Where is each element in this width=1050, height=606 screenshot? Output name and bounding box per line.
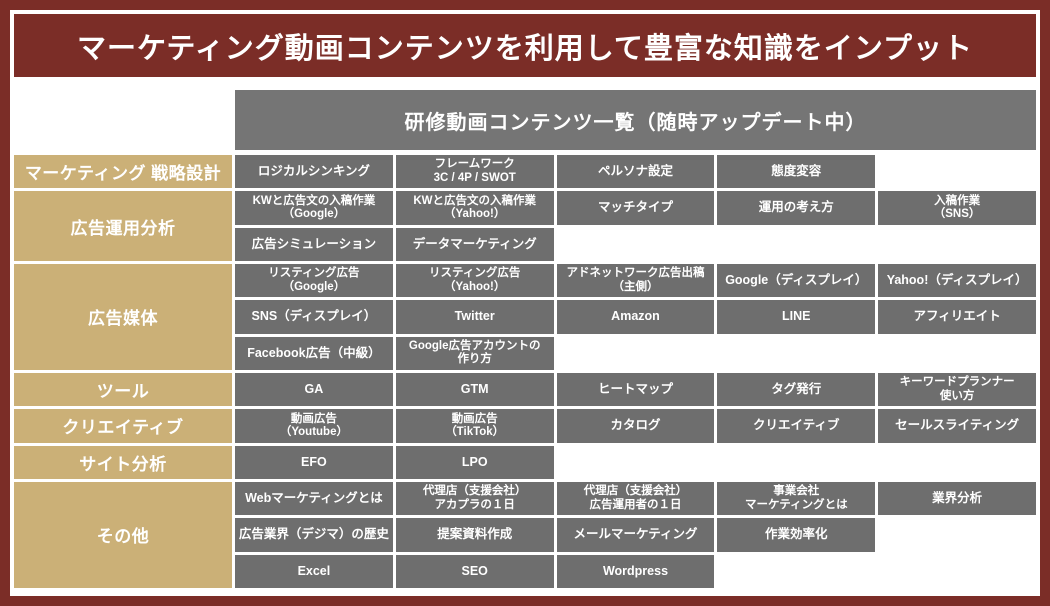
topic-cell: Google広告アカウントの 作り方 [395,336,554,370]
topic-cell: データマーケティング [395,227,554,261]
topic-cell: 代理店（支援会社） 広告運用者の１日 [556,481,715,516]
topic-cell: Excel [235,554,393,588]
table-header-banner: 研修動画コンテンツ一覧（随時アップデート中） [235,90,1036,150]
topic-cell: Twitter [395,300,554,334]
topic-cell: Webマーケティングとは [235,481,393,516]
topic-cell: 動画広告 （Youtube） [235,409,393,443]
topic-cell: LINE [717,300,876,334]
topic-cell: LPO [395,445,554,479]
topic-cell: 代理店（支援会社） アカプラの１日 [395,481,554,516]
topic-cell: EFO [235,445,393,479]
page-title: マーケティング動画コンテンツを利用して豊富な知識をインプット [14,14,1036,77]
slide-inner-panel: マーケティング動画コンテンツを利用して豊富な知識をインプット 研修動画コンテンツ… [10,10,1040,596]
category-cell-4: クリエイティブ [14,409,232,443]
topic-cell: セールスライティング [878,409,1036,443]
category-cell-1: 広告運用分析 [14,191,232,261]
topic-cell: KWと広告文の入稿作業 （Yahoo!） [395,191,554,225]
topic-cell: 作業効率化 [717,518,876,552]
topic-cell: 事業会社 マーケティングとは [717,481,876,516]
topic-cell: Facebook広告（中級） [235,336,393,370]
topic-cell: KWと広告文の入稿作業 （Google） [235,191,393,225]
topic-cell: SEO [395,554,554,588]
topic-cell: リスティング広告 （Google） [235,263,393,298]
topic-cell: 広告シミュレーション [235,227,393,261]
topic-cell: アフィリエイト [878,300,1036,334]
topic-cell: 業界分析 [878,481,1036,516]
topic-cell: アドネットワーク広告出稿 （主側） [556,263,715,298]
topic-cell: 動画広告 （TikTok） [395,409,554,443]
content-grid: マーケティング 戦略設計 広告運用分析 広告媒体 ツール クリエイティブ サイト分析 その他… [14,155,1036,588]
topic-cell: Amazon [556,300,715,334]
topic-cell: SNS（ディスプレイ） [235,300,393,334]
category-cell-6: その他 [14,481,232,588]
category-cell-3: ツール [14,372,232,407]
topic-cell: Yahoo!（ディスプレイ） [878,263,1036,298]
topic-cell: ロジカルシンキング [235,155,393,189]
topic-cell: キーワードプランナー 使い方 [878,372,1036,407]
topic-cell: リスティング広告 （Yahoo!） [395,263,554,298]
topic-cell: マッチタイプ [556,191,715,225]
topic-cell: 入稿作業 （SNS） [878,191,1036,225]
category-cell-0: マーケティング 戦略設計 [14,155,232,189]
topic-cell: 広告業界（デジマ）の歴史 [235,518,393,552]
topic-cell: カタログ [556,409,715,443]
topic-cell: ペルソナ設定 [556,155,715,189]
topic-cell: 提案資料作成 [395,518,554,552]
topic-cell: メールマーケティング [556,518,715,552]
topic-cell: 態度変容 [717,155,876,189]
category-cell-5: サイト分析 [14,445,232,479]
topic-cell: GA [235,372,393,407]
topic-cell: GTM [395,372,554,407]
category-cell-2: 広告媒体 [14,263,232,370]
topic-cell: ヒートマップ [556,372,715,407]
topic-cell: Wordpress [556,554,715,588]
topic-cell: クリエイティブ [717,409,876,443]
topic-cell: Google（ディスプレイ） [717,263,876,298]
topic-cell: タグ発行 [717,372,876,407]
topic-cell: 運用の考え方 [717,191,876,225]
topic-cell: フレームワーク 3C / 4P / SWOT [395,155,554,189]
